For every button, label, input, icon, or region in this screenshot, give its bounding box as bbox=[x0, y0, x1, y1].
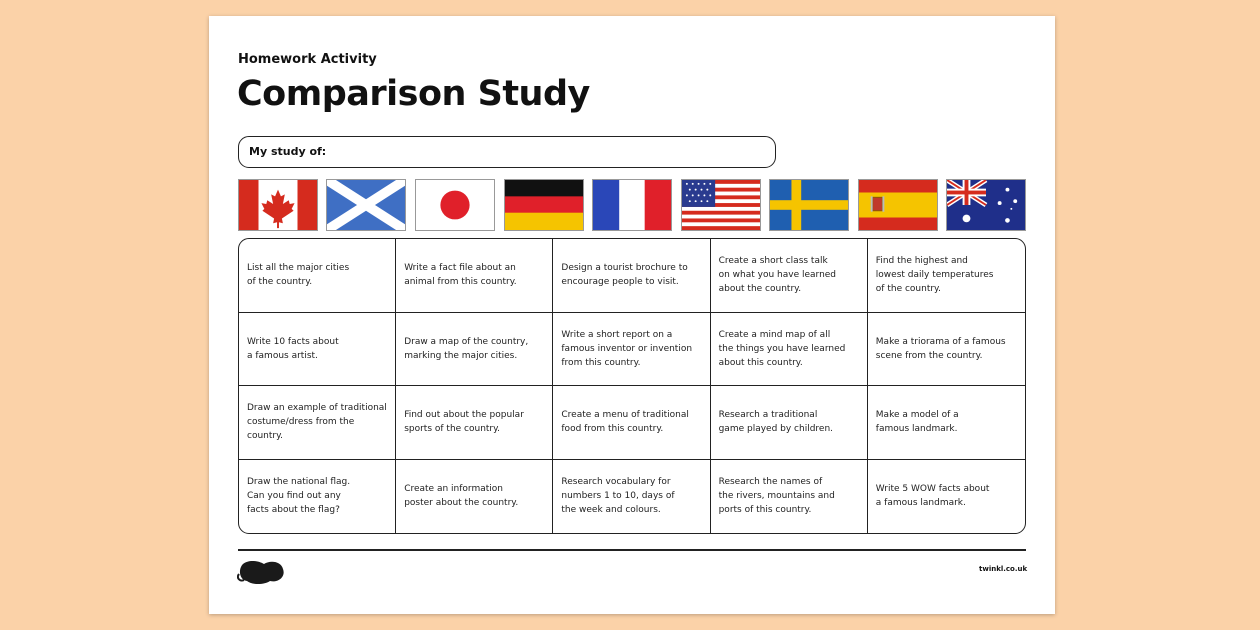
task-cell: Find out about the popular sports of the… bbox=[396, 386, 554, 460]
task-text: Write 10 facts about a famous artist. bbox=[247, 336, 339, 361]
task-cell: Draw a map of the country, marking the m… bbox=[396, 312, 554, 386]
task-text: Write a short report on a famous invento… bbox=[561, 329, 693, 368]
task-cell: Draw the national flag. Can you find out… bbox=[239, 459, 397, 533]
canada-flag-icon bbox=[238, 179, 318, 231]
worksheet-page: Homework Activity Comparison Study My st… bbox=[209, 16, 1055, 614]
task-text: Create a short class talk on what you ha… bbox=[718, 256, 837, 295]
task-text: Create a menu of traditional food from t… bbox=[561, 410, 689, 435]
task-text: Write 5 WOW facts about a famous landmar… bbox=[875, 484, 990, 509]
task-text: Write a fact file about an animal from t… bbox=[404, 263, 517, 288]
footer-url: twinkl.co.uk bbox=[979, 565, 1028, 573]
task-text: Design a tourist brochure to encourage p… bbox=[561, 263, 688, 288]
task-text: Create an information poster about the c… bbox=[404, 484, 519, 509]
france-flag-icon bbox=[592, 179, 672, 231]
task-text: Research vocabulary for numbers 1 to 10,… bbox=[561, 477, 675, 516]
task-text: List all the major cities of the country… bbox=[247, 263, 350, 288]
task-cell: Write 10 facts about a famous artist. bbox=[239, 312, 397, 386]
task-text: Research a traditional game played by ch… bbox=[718, 410, 834, 435]
study-of-field[interactable]: My study of: bbox=[238, 136, 776, 168]
flag-row bbox=[238, 179, 1026, 231]
task-cell: Draw an example of traditional costume/d… bbox=[239, 386, 397, 460]
task-cell: Create a short class talk on what you ha… bbox=[710, 239, 868, 313]
task-cell: Make a triorama of a famous scene from t… bbox=[867, 313, 1025, 386]
task-cell: Create a mind map of all the things you … bbox=[710, 312, 868, 386]
worksheet-title: Comparison Study bbox=[237, 74, 590, 114]
task-cell: Find the highest and lowest daily temper… bbox=[867, 239, 1025, 313]
task-cell: Create an information poster about the c… bbox=[396, 459, 554, 533]
task-text: Draw the national flag. Can you find out… bbox=[247, 477, 351, 516]
japan-flag-icon bbox=[415, 179, 495, 231]
task-cell: Write a short report on a famous invento… bbox=[553, 312, 711, 386]
task-grid: List all the major cities of the country… bbox=[238, 238, 1026, 534]
task-cell: Research the names of the rivers, mounta… bbox=[711, 459, 868, 533]
germany-flag-icon bbox=[504, 179, 584, 231]
task-text: Make a triorama of a famous scene from t… bbox=[875, 336, 1006, 361]
task-text: Find out about the popular sports of the… bbox=[404, 410, 524, 435]
task-cell: Design a tourist brochure to encourage p… bbox=[553, 239, 711, 313]
sweden-flag-icon bbox=[769, 179, 849, 231]
task-text: Draw a map of the country, marking the m… bbox=[404, 336, 529, 361]
task-text: Create a mind map of all the things you … bbox=[718, 329, 846, 368]
scotland-flag-icon bbox=[326, 179, 406, 231]
worksheet-subtitle: Homework Activity bbox=[238, 52, 377, 67]
usa-flag-icon bbox=[681, 179, 761, 231]
task-cell: List all the major cities of the country… bbox=[239, 239, 397, 313]
task-text: Draw an example of traditional costume/d… bbox=[247, 403, 387, 442]
study-of-label: My study of: bbox=[249, 145, 327, 158]
task-text: Research the names of the rivers, mounta… bbox=[718, 477, 835, 516]
twinkl-logo bbox=[236, 558, 287, 586]
task-text: Make a model of a famous landmark. bbox=[875, 410, 959, 435]
spain-flag-icon bbox=[858, 179, 938, 231]
task-cell: Write a fact file about an animal from t… bbox=[396, 239, 554, 313]
australia-flag-icon bbox=[946, 179, 1026, 231]
task-cell: Research vocabulary for numbers 1 to 10,… bbox=[553, 459, 711, 533]
task-text: Find the highest and lowest daily temper… bbox=[875, 256, 994, 295]
task-cell: Research a traditional game played by ch… bbox=[710, 386, 868, 460]
task-cell: Write 5 WOW facts about a famous landmar… bbox=[868, 460, 1025, 534]
task-cell: Make a model of a famous landmark. bbox=[867, 386, 1025, 460]
task-cell: Create a menu of traditional food from t… bbox=[553, 386, 711, 460]
footer-divider bbox=[238, 549, 1026, 551]
